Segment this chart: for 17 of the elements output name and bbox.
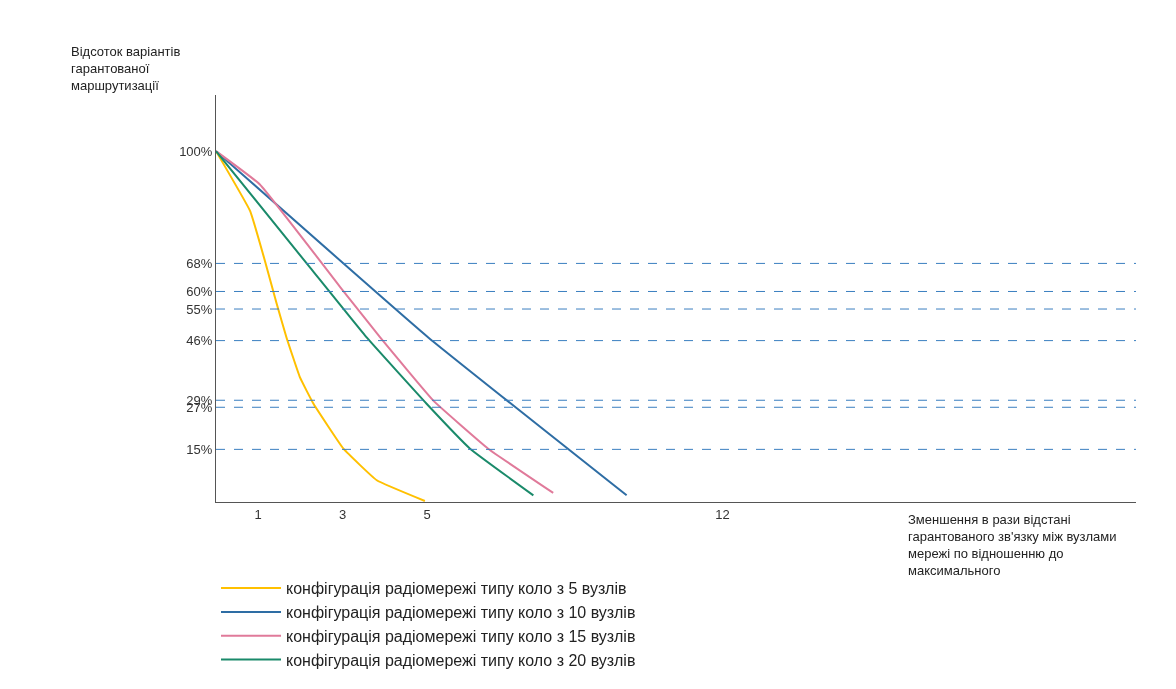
y-axis-title: Відсоток варіантів гарантованої маршрутизації [71, 44, 181, 93]
y-tick-label: 46% [186, 333, 213, 349]
legend-label: конфігурація радіомережі типу коло з 15 вузлів [286, 627, 636, 645]
legend-label: конфігурація радіомережі типу коло з 10 вузлів [286, 604, 636, 622]
y-tick-label: 15% [186, 441, 213, 457]
x-tick-label: 12 [715, 506, 730, 522]
line-series [216, 150, 426, 502]
x-tick-label: 5 [423, 506, 431, 522]
x-axis-title: Зменшення в рази відстані гарантованого зв'язку між вузлами мережі по відношенню до максимального [908, 512, 1117, 578]
legend-label: конфігурація радіомережі типу коло з 5 вузлів [286, 580, 627, 598]
x-tick-label: 3 [338, 506, 347, 522]
y-tick-label: 68% [186, 255, 213, 271]
legend-label: конфігурація радіомережі типу коло з 20 вузлів [286, 651, 636, 669]
x-tick-label: 1 [254, 506, 262, 522]
y-tick-label: 55% [186, 301, 213, 317]
y-tick-label: 60% [186, 284, 213, 300]
y-tick-label: 100% [179, 143, 213, 159]
